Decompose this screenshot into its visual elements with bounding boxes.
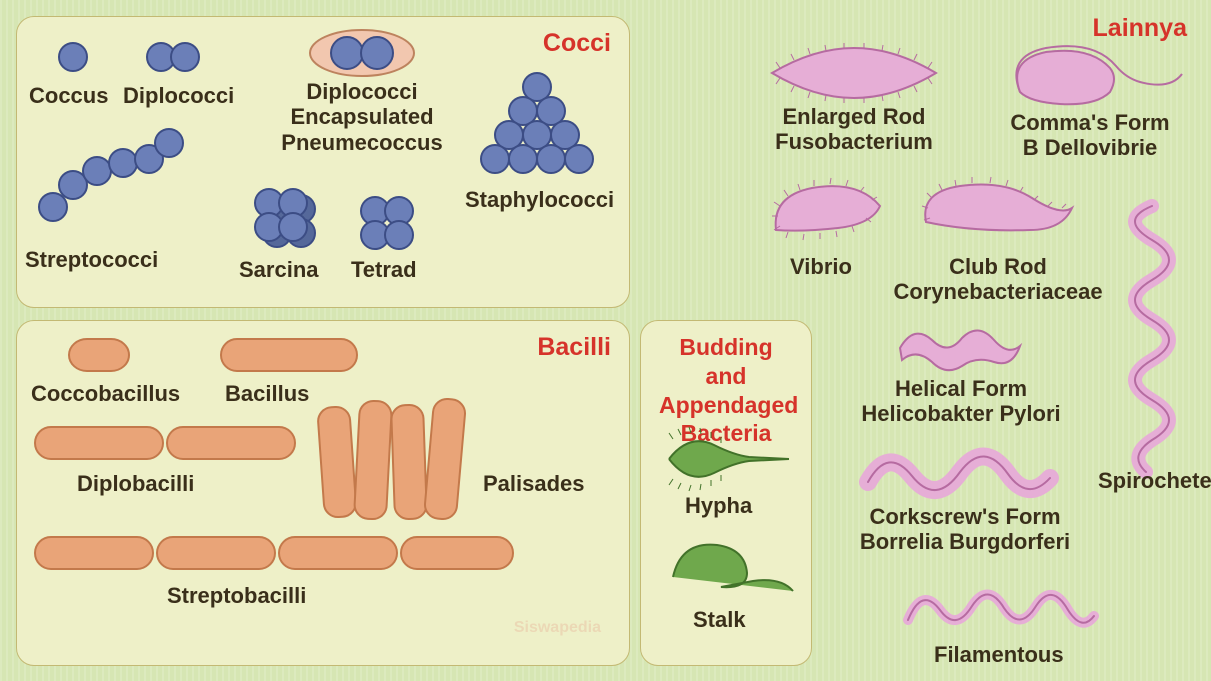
streptobacilli-label: Streptobacilli	[167, 583, 306, 608]
diplobacilli-label: Diplobacilli	[77, 471, 194, 496]
sarcina-shape	[247, 185, 325, 255]
spirochete-label: Spirochete	[1098, 468, 1211, 493]
stalk-label: Stalk	[693, 607, 746, 632]
hypha-shape	[659, 429, 799, 489]
club-rod-shape	[912, 178, 1080, 250]
comma-label: Comma's FormB Dellovibrie	[990, 110, 1190, 161]
bacilli-panel: Bacilli Coccobacillus Bacillus Diplobaci…	[16, 320, 630, 666]
vibrio-label: Vibrio	[790, 254, 852, 279]
watermark: Siswapedia	[514, 619, 601, 637]
tetrad-label: Tetrad	[351, 257, 417, 282]
coccobacillus-shape	[65, 333, 143, 377]
cocci-panel: Cocci Coccus Diplococci DiplococciEncaps…	[16, 16, 630, 308]
palisades-label: Palisades	[483, 471, 585, 496]
bacillus-shape	[217, 333, 367, 377]
club-rod-label: Club RodCorynebacteriaceae	[888, 254, 1108, 305]
diplococci-shape	[145, 37, 205, 77]
helical-shape	[890, 318, 1030, 376]
streptococci-label: Streptococci	[25, 247, 158, 272]
corkscrew-label: Corkscrew's FormBorrelia Burgdorferi	[854, 504, 1076, 555]
comma-shape	[1000, 38, 1190, 118]
filamentous-label: Filamentous	[934, 642, 1064, 667]
sarcina-label: Sarcina	[239, 257, 319, 282]
enlarged-rod-label: Enlarged RodFusobacterium	[766, 104, 942, 155]
coccus-label: Coccus	[29, 83, 108, 108]
diplococci-enc-shape	[307, 27, 417, 79]
diplobacilli-shape	[31, 423, 301, 463]
diplococci-enc-label: DiplococciEncapsulatedPneumecoccus	[267, 79, 457, 155]
staphylococci-label: Staphylococci	[465, 187, 614, 212]
bacillus-label: Bacillus	[225, 381, 309, 406]
hypha-label: Hypha	[685, 493, 752, 518]
streptococci-shape	[35, 127, 205, 227]
corkscrew-shape	[860, 442, 1060, 502]
stalk-shape	[661, 533, 801, 603]
streptobacilli-shape	[31, 533, 519, 573]
coccus-shape	[57, 37, 97, 77]
helical-label: Helical FormHelicobakter Pylori	[850, 376, 1072, 427]
filamentous-shape	[900, 576, 1100, 642]
coccobacillus-label: Coccobacillus	[31, 381, 180, 406]
tetrad-shape	[357, 193, 423, 253]
staphylococci-shape	[477, 71, 617, 191]
diplococci-label: Diplococci	[123, 83, 234, 108]
vibrio-shape	[762, 178, 892, 250]
enlarged-rod-shape	[764, 44, 944, 102]
spirochete-shape	[1108, 200, 1198, 480]
budding-panel: Budding andAppendagedBacteria Hypha Stal…	[640, 320, 812, 666]
palisades-shape	[317, 397, 477, 527]
